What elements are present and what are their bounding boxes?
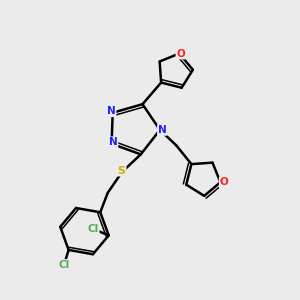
Text: N: N (109, 137, 118, 147)
Text: N: N (107, 106, 116, 116)
Text: O: O (176, 49, 185, 58)
Text: N: N (158, 125, 167, 135)
Text: Cl: Cl (58, 260, 70, 270)
Text: Cl: Cl (88, 224, 99, 234)
Text: O: O (220, 177, 228, 187)
Text: S: S (118, 166, 126, 176)
